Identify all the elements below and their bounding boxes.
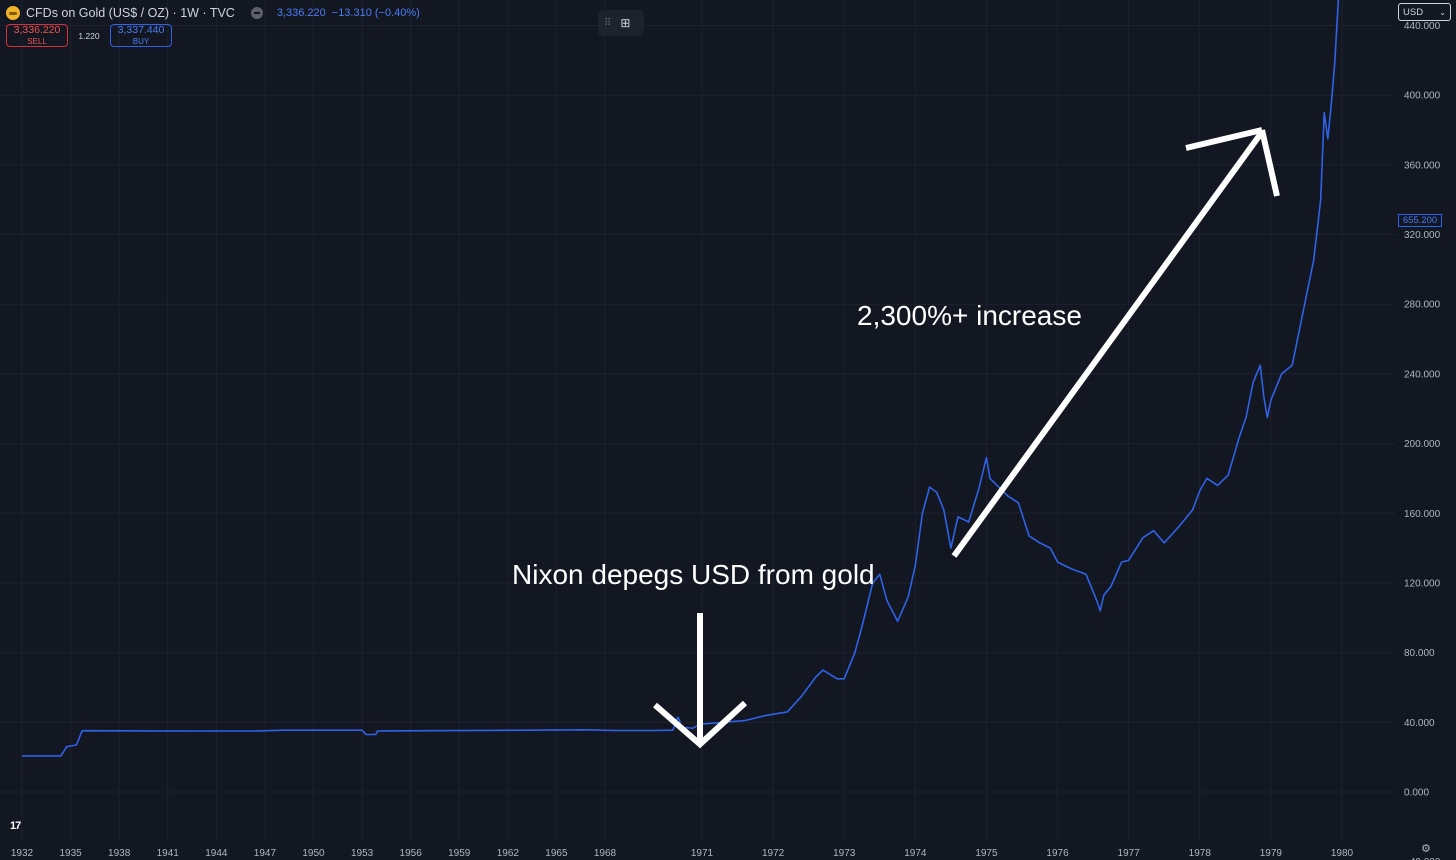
buy-price: 3,337.440 [117,23,165,36]
x-tick-label: 1959 [448,848,471,859]
y-tick-label: 280.000 [1404,300,1441,311]
header-change: −13.310 (−0.40%) [331,7,420,19]
x-tick-label: 1935 [59,848,82,859]
x-tick-label: 1950 [302,848,325,859]
currency-value: USD [1403,6,1424,18]
y-tick-label: 200.000 [1404,439,1441,450]
x-tick-label: 1941 [157,848,180,859]
y-axis: −40.000 0.000 40.000 80.000 120.000 160.000 20… [1404,21,1441,860]
gold-symbol-icon [6,6,20,20]
down-arrow [653,613,748,749]
tradingview-logo-icon[interactable]: 17 [10,820,21,832]
x-tick-label: 1979 [1260,848,1283,859]
x-tick-label: 1965 [545,848,568,859]
increase-annotation: 2,300%+ increase [857,300,1082,331]
x-tick-label: 1962 [497,848,520,859]
annotations-layer: Nixon depegs USD from gold 2,300%+ incre… [512,127,1280,749]
last-price-badge: 655.200 [1398,214,1442,227]
x-tick-label: 1973 [833,848,856,859]
x-axis: 1932 1935 1938 1941 1944 1947 1950 1953 1956 1959… [11,848,1354,859]
x-tick-label: 1944 [205,848,228,859]
y-tick-label: 40.000 [1404,718,1435,729]
price-series [22,0,1340,757]
x-tick-label: 1980 [1331,848,1354,859]
y-tick-label: −40.000 [1404,857,1441,860]
y-tick-label: 320.000 [1404,230,1441,241]
up-arrow [951,127,1280,558]
x-tick-label: 1932 [11,848,34,859]
y-tick-label: 240.000 [1404,369,1441,380]
y-tick-label: 160.000 [1404,509,1441,520]
x-tick-label: 1978 [1189,848,1212,859]
symbol-title[interactable]: CFDs on Gold (US$ / OZ) · 1W · TVC [26,6,235,20]
header-price: 3,336.220 [276,7,326,19]
chevron-down-icon: ⌄ [1439,7,1446,17]
x-tick-label: 1956 [400,848,423,859]
x-tick-label: 1938 [108,848,131,859]
trade-buttons: 3,336.220 SELL 1.220 3,337.440 BUY [6,24,172,47]
y-tick-label: 120.000 [1404,578,1441,589]
symbol-header: CFDs on Gold (US$ / OZ) · 1W · TVC 3,336… [6,4,420,22]
buy-label: BUY [132,36,150,46]
chart-grid [0,0,1395,840]
y-tick-label: 360.000 [1404,160,1441,171]
currency-select[interactable]: USD ⌄ [1398,3,1451,21]
x-tick-label: 1947 [254,848,277,859]
x-tick-label: 1975 [975,848,998,859]
x-tick-label: 1977 [1118,848,1141,859]
y-tick-label: 440.000 [1404,21,1441,32]
sell-label: SELL [27,36,47,46]
object-tree-icon[interactable]: ⊞ [620,16,631,30]
sell-price: 3,336.220 [13,23,61,36]
gold-price-line [22,0,1340,757]
spread-value: 1.220 [78,30,100,41]
collapse-icon[interactable] [250,7,263,19]
nixon-annotation: Nixon depegs USD from gold [512,559,875,590]
x-tick-label: 1974 [904,848,927,859]
x-tick-label: 1976 [1046,848,1069,859]
x-tick-label: 1972 [762,848,785,859]
layout-toolbar: ⠿ ⊞ [598,10,644,36]
x-tick-label: 1953 [351,848,374,859]
y-tick-label: 80.000 [1404,648,1435,659]
x-tick-label: 1968 [594,848,617,859]
sell-button[interactable]: 3,336.220 SELL [6,24,68,47]
y-tick-label: 0.000 [1404,788,1429,799]
y-tick-label: 400.000 [1404,91,1441,102]
drag-handle-icon[interactable]: ⠿ [604,17,611,29]
gear-icon[interactable]: ⚙ [1421,843,1431,855]
buy-button[interactable]: 3,337.440 BUY [110,24,172,47]
x-tick-label: 1971 [691,848,714,859]
